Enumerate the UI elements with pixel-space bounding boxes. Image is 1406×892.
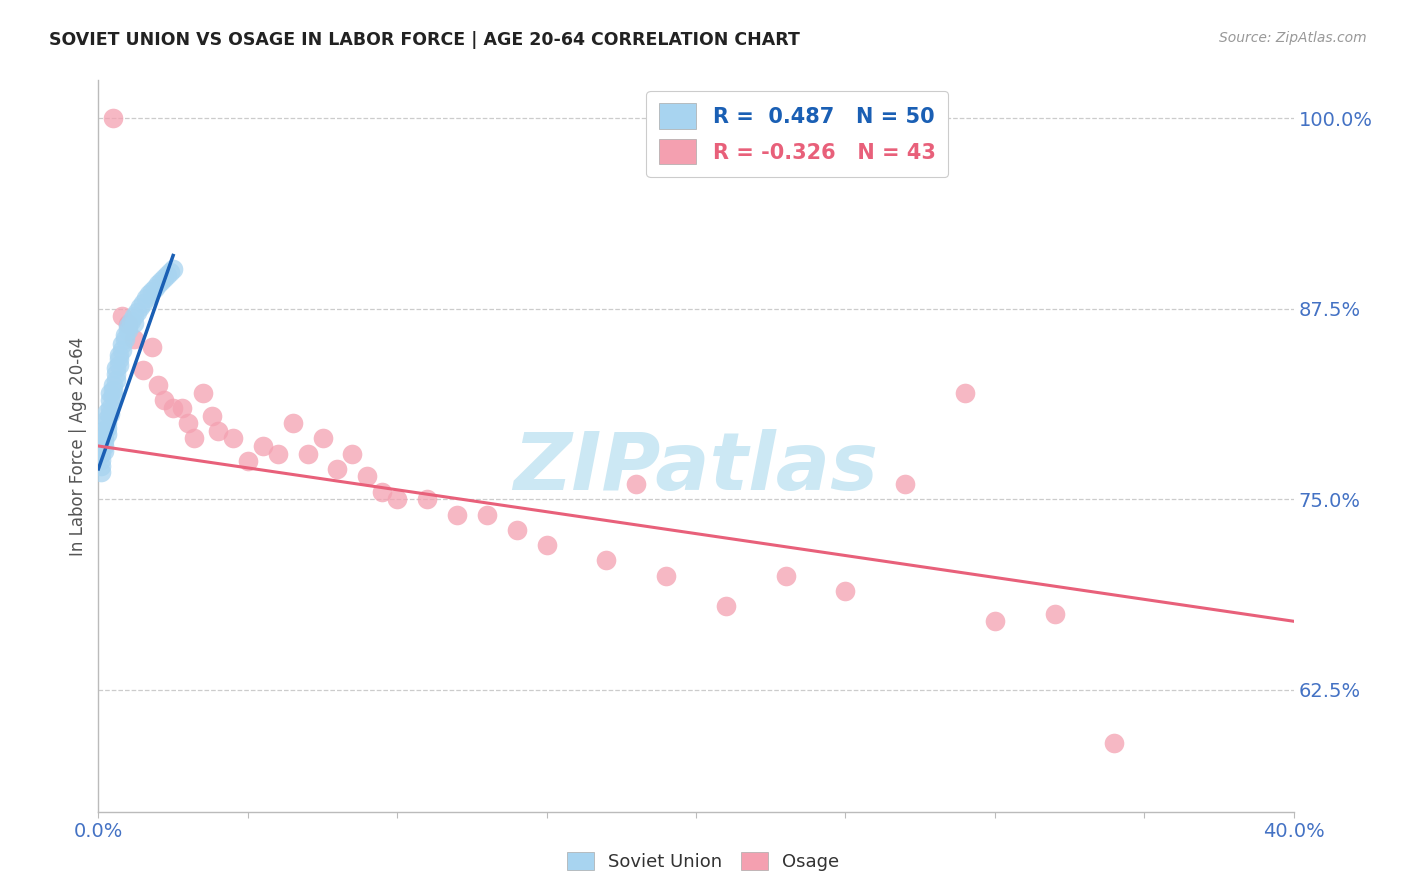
Point [90,442,112,456]
Legend: Soviet Union, Osage: Soviet Union, Osage [560,845,846,879]
Legend: R =  0.487   N = 50, R = -0.326   N = 43: R = 0.487 N = 50, R = -0.326 N = 43 [647,91,949,177]
Point [103,112,125,126]
Point [98,407,122,421]
Point [150,274,173,288]
Point [655,568,678,582]
Point [117,317,139,331]
Text: ZIPatlas: ZIPatlas [513,429,879,507]
Point [138,286,160,301]
Point [105,374,128,388]
Point [191,385,214,400]
Point [311,431,333,445]
Point [127,305,149,319]
Point [98,401,122,415]
Point [183,431,205,445]
Point [124,316,146,330]
Point [132,363,155,377]
Point [162,262,184,277]
Point [416,492,439,507]
Point [714,599,737,613]
Point [536,538,558,552]
Text: SOVIET UNION VS OSAGE IN LABOR FORCE | AGE 20-64 CORRELATION CHART: SOVIET UNION VS OSAGE IN LABOR FORCE | A… [49,31,800,49]
Point [93,439,115,453]
Point [148,378,170,392]
Point [117,318,139,333]
Point [108,352,131,367]
Point [143,280,166,294]
Point [96,420,118,434]
Point [124,310,146,324]
Point [103,378,125,392]
Point [111,310,134,324]
Point [108,358,131,372]
Point [201,409,224,423]
Point [96,416,118,430]
Point [103,389,125,403]
Point [111,343,134,357]
Point [297,447,319,461]
Point [90,447,112,461]
Point [124,332,146,346]
Point [984,614,1007,628]
Point [141,284,163,298]
Point [236,454,259,468]
Point [93,443,115,458]
Point [141,340,163,354]
Point [953,385,976,400]
Point [105,361,128,376]
Point [153,271,176,285]
Point [834,583,856,598]
Point [894,477,917,491]
Point [93,424,115,438]
Point [267,447,290,461]
Point [93,434,115,449]
Point [252,439,274,453]
Point [108,347,131,362]
Point [96,411,118,425]
Point [1043,607,1066,621]
Point [98,385,122,400]
Point [90,465,112,479]
Point [1104,736,1126,750]
Point [114,327,136,342]
Point [153,393,176,408]
Point [98,393,122,408]
Point [475,508,498,522]
Point [96,426,118,441]
Point [162,401,184,415]
Point [371,484,394,499]
Point [90,458,112,473]
Text: Source: ZipAtlas.com: Source: ZipAtlas.com [1219,31,1367,45]
Point [172,401,194,415]
Point [90,452,112,467]
Point [207,424,229,438]
Point [177,416,200,430]
Point [595,553,617,567]
Point [356,469,378,483]
Point [129,301,152,315]
Point [132,295,155,310]
Point [135,291,157,305]
Point [103,383,125,397]
Point [342,447,364,461]
Point [446,508,468,522]
Point [156,268,179,283]
Point [114,332,136,346]
Point [93,431,115,445]
Point [626,477,648,491]
Point [506,523,529,537]
Point [117,323,139,337]
Point [96,405,118,419]
Point [105,368,128,382]
Point [775,568,797,582]
Point [120,314,142,328]
Point [222,431,245,445]
Point [159,265,181,279]
Point [281,416,304,430]
Point [385,492,409,507]
Point [111,337,134,351]
Point [148,277,170,292]
Y-axis label: In Labor Force | Age 20-64: In Labor Force | Age 20-64 [69,336,87,556]
Point [326,462,349,476]
